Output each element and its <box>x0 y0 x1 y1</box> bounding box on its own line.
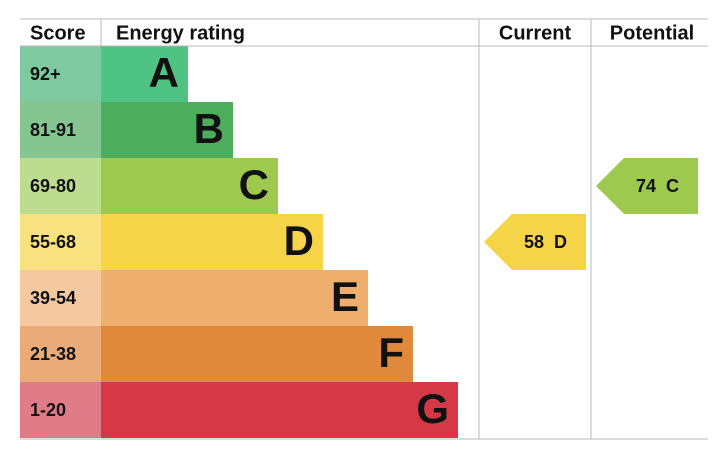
rating-bar <box>101 46 188 102</box>
current-value: 58 <box>524 232 544 252</box>
band-letter: D <box>284 217 314 264</box>
score-label: 1-20 <box>30 400 66 420</box>
current-arrow <box>484 214 586 270</box>
score-label: 92+ <box>30 64 61 84</box>
score-cell <box>20 214 101 270</box>
score-label: 69-80 <box>30 176 76 196</box>
score-cell <box>20 382 101 438</box>
rating-bar <box>101 382 458 438</box>
rating-header: Energy rating <box>116 22 245 44</box>
score-label: 55-68 <box>30 232 76 252</box>
potential-rating: 74 C <box>636 176 679 196</box>
rating-bar <box>101 326 413 382</box>
score-header: Score <box>30 22 86 44</box>
rating-bar <box>101 270 368 326</box>
potential-arrow <box>596 158 698 214</box>
score-cell <box>20 158 101 214</box>
score-cell <box>20 102 101 158</box>
potential-value: 74 <box>636 176 656 196</box>
current-header: Current <box>499 22 572 44</box>
band-letter: F <box>378 329 404 376</box>
score-label: 39-54 <box>30 288 76 308</box>
band-letter: G <box>416 385 449 432</box>
potential-header: Potential <box>610 22 694 44</box>
score-label: 81-91 <box>30 120 76 140</box>
score-label: 21-38 <box>30 344 76 364</box>
rating-bar <box>101 214 323 270</box>
current-rating: 58 D <box>524 232 567 252</box>
score-cell <box>20 270 101 326</box>
rating-bar <box>101 102 233 158</box>
band-letter: C <box>239 161 269 208</box>
band-letter: B <box>194 105 224 152</box>
potential-letter: C <box>666 176 679 196</box>
current-letter: D <box>554 232 567 252</box>
score-cell <box>20 46 101 102</box>
score-cell <box>20 326 101 382</box>
rating-bar <box>101 158 278 214</box>
band-letter: E <box>331 273 359 320</box>
band-letter: A <box>149 49 179 96</box>
